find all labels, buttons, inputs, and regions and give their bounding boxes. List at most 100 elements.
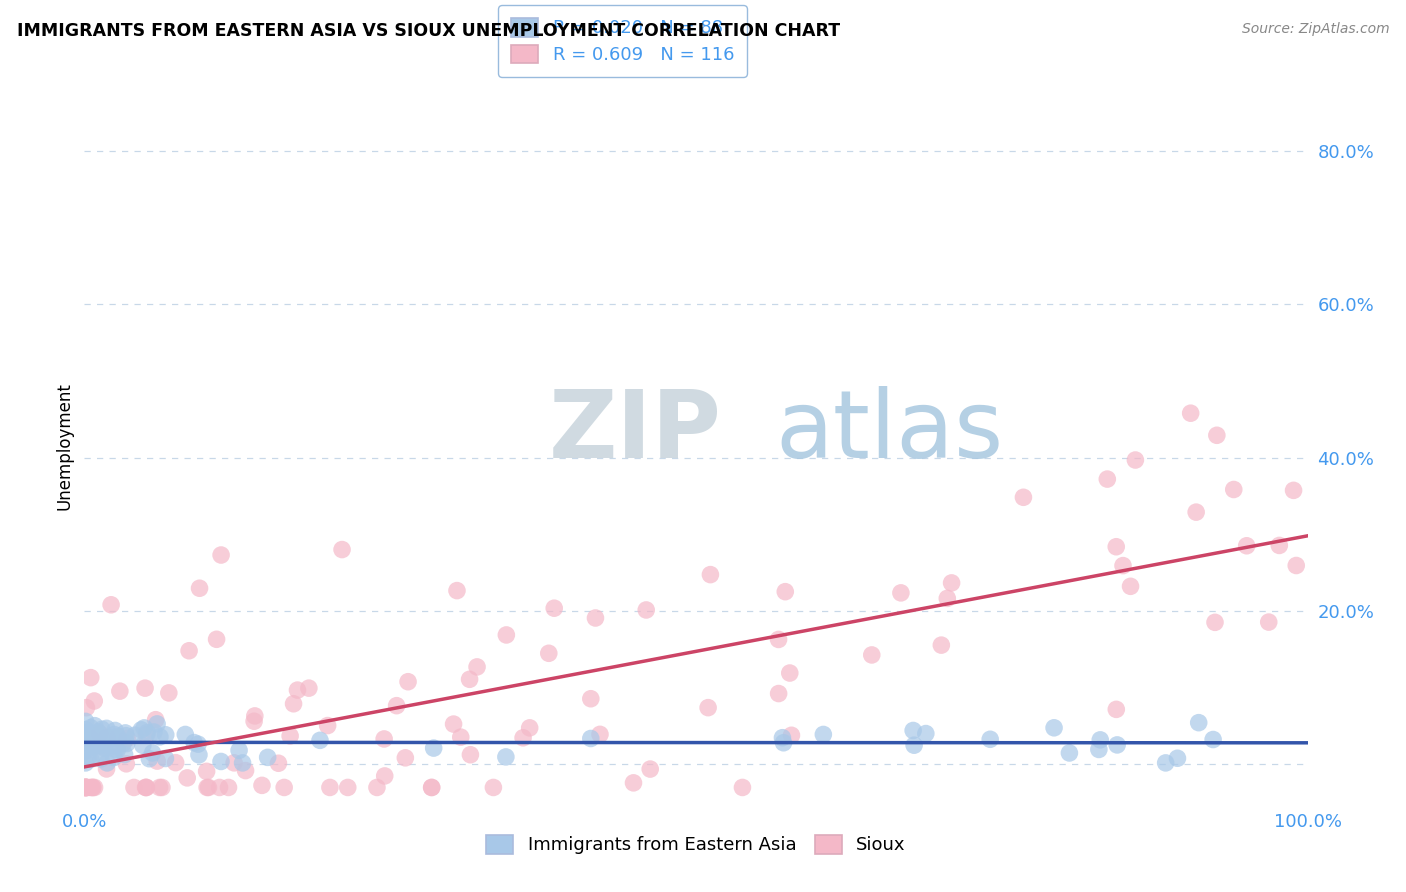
Point: [1112, 558, 1135, 573]
Point: [135, 780, 157, 795]
Point: [90, 738, 112, 752]
Point: [75, 726, 97, 740]
Point: [83, 694, 105, 708]
Point: [146, 754, 169, 768]
Point: [316, 718, 339, 732]
Point: [75, 737, 97, 751]
Point: [75, 756, 97, 770]
Point: [96, 762, 118, 776]
Point: [90, 723, 112, 737]
Point: [86, 727, 108, 741]
Point: [903, 738, 925, 752]
Point: [209, 548, 232, 562]
Point: [75, 732, 97, 747]
Point: [772, 736, 794, 750]
Point: [222, 756, 245, 770]
Point: [1188, 715, 1211, 730]
Point: [124, 728, 146, 742]
Point: [132, 739, 155, 753]
Point: [979, 732, 1001, 747]
Point: [396, 674, 419, 689]
Point: [309, 733, 332, 747]
Point: [129, 723, 152, 737]
Point: [443, 717, 465, 731]
Point: [638, 762, 661, 776]
Point: [1205, 428, 1227, 442]
Point: [1166, 751, 1188, 765]
Point: [319, 780, 342, 795]
Point: [1282, 483, 1305, 498]
Point: [77, 740, 100, 755]
Point: [890, 586, 912, 600]
Point: [218, 780, 240, 795]
Text: IMMIGRANTS FROM EASTERN ASIA VS SIOUX UNEMPLOYMENT CORRELATION CHART: IMMIGRANTS FROM EASTERN ASIA VS SIOUX UN…: [17, 22, 839, 40]
Point: [115, 737, 138, 751]
Point: [585, 611, 607, 625]
Point: [80, 736, 103, 750]
Point: [146, 717, 169, 731]
Point: [768, 687, 790, 701]
Point: [75, 735, 97, 749]
Point: [228, 743, 250, 757]
Point: [860, 648, 883, 662]
Point: [187, 737, 209, 751]
Point: [243, 714, 266, 729]
Point: [103, 750, 125, 764]
Point: [114, 726, 136, 740]
Point: [235, 764, 257, 778]
Point: [98, 731, 121, 746]
Point: [422, 741, 444, 756]
Point: [176, 771, 198, 785]
Point: [1285, 558, 1308, 573]
Point: [149, 780, 172, 795]
Point: [188, 581, 211, 595]
Point: [197, 780, 219, 795]
Point: [1257, 615, 1279, 629]
Point: [1043, 721, 1066, 735]
Point: [330, 542, 353, 557]
Point: [107, 729, 129, 743]
Point: [83, 719, 105, 733]
Point: [512, 731, 534, 745]
Point: [589, 727, 612, 741]
Point: [373, 731, 395, 746]
Point: [165, 756, 187, 770]
Point: [122, 780, 145, 795]
Point: [336, 780, 359, 795]
Point: [75, 723, 97, 737]
Point: [1088, 742, 1111, 756]
Point: [495, 750, 517, 764]
Point: [90, 747, 112, 761]
Point: [374, 769, 396, 783]
Point: [195, 780, 218, 795]
Point: [366, 780, 388, 795]
Point: [243, 709, 266, 723]
Point: [1105, 702, 1128, 716]
Point: [768, 632, 790, 647]
Point: [80, 671, 103, 685]
Point: [205, 632, 228, 647]
Point: [103, 739, 125, 753]
Point: [813, 727, 835, 741]
Point: [1090, 732, 1112, 747]
Point: [80, 780, 103, 795]
Point: [183, 735, 205, 749]
Point: [115, 729, 138, 743]
Point: [75, 736, 97, 750]
Point: [1107, 738, 1129, 752]
Point: [780, 728, 803, 742]
Point: [1059, 746, 1081, 760]
Point: [82, 780, 104, 795]
Point: [460, 747, 482, 762]
Text: Source: ZipAtlas.com: Source: ZipAtlas.com: [1241, 22, 1389, 37]
Point: [134, 721, 156, 735]
Point: [1204, 615, 1226, 630]
Point: [135, 780, 157, 795]
Point: [157, 686, 180, 700]
Point: [420, 780, 443, 795]
Point: [82, 780, 104, 795]
Point: [145, 713, 167, 727]
Point: [446, 583, 468, 598]
Point: [250, 778, 273, 792]
Point: [623, 776, 645, 790]
